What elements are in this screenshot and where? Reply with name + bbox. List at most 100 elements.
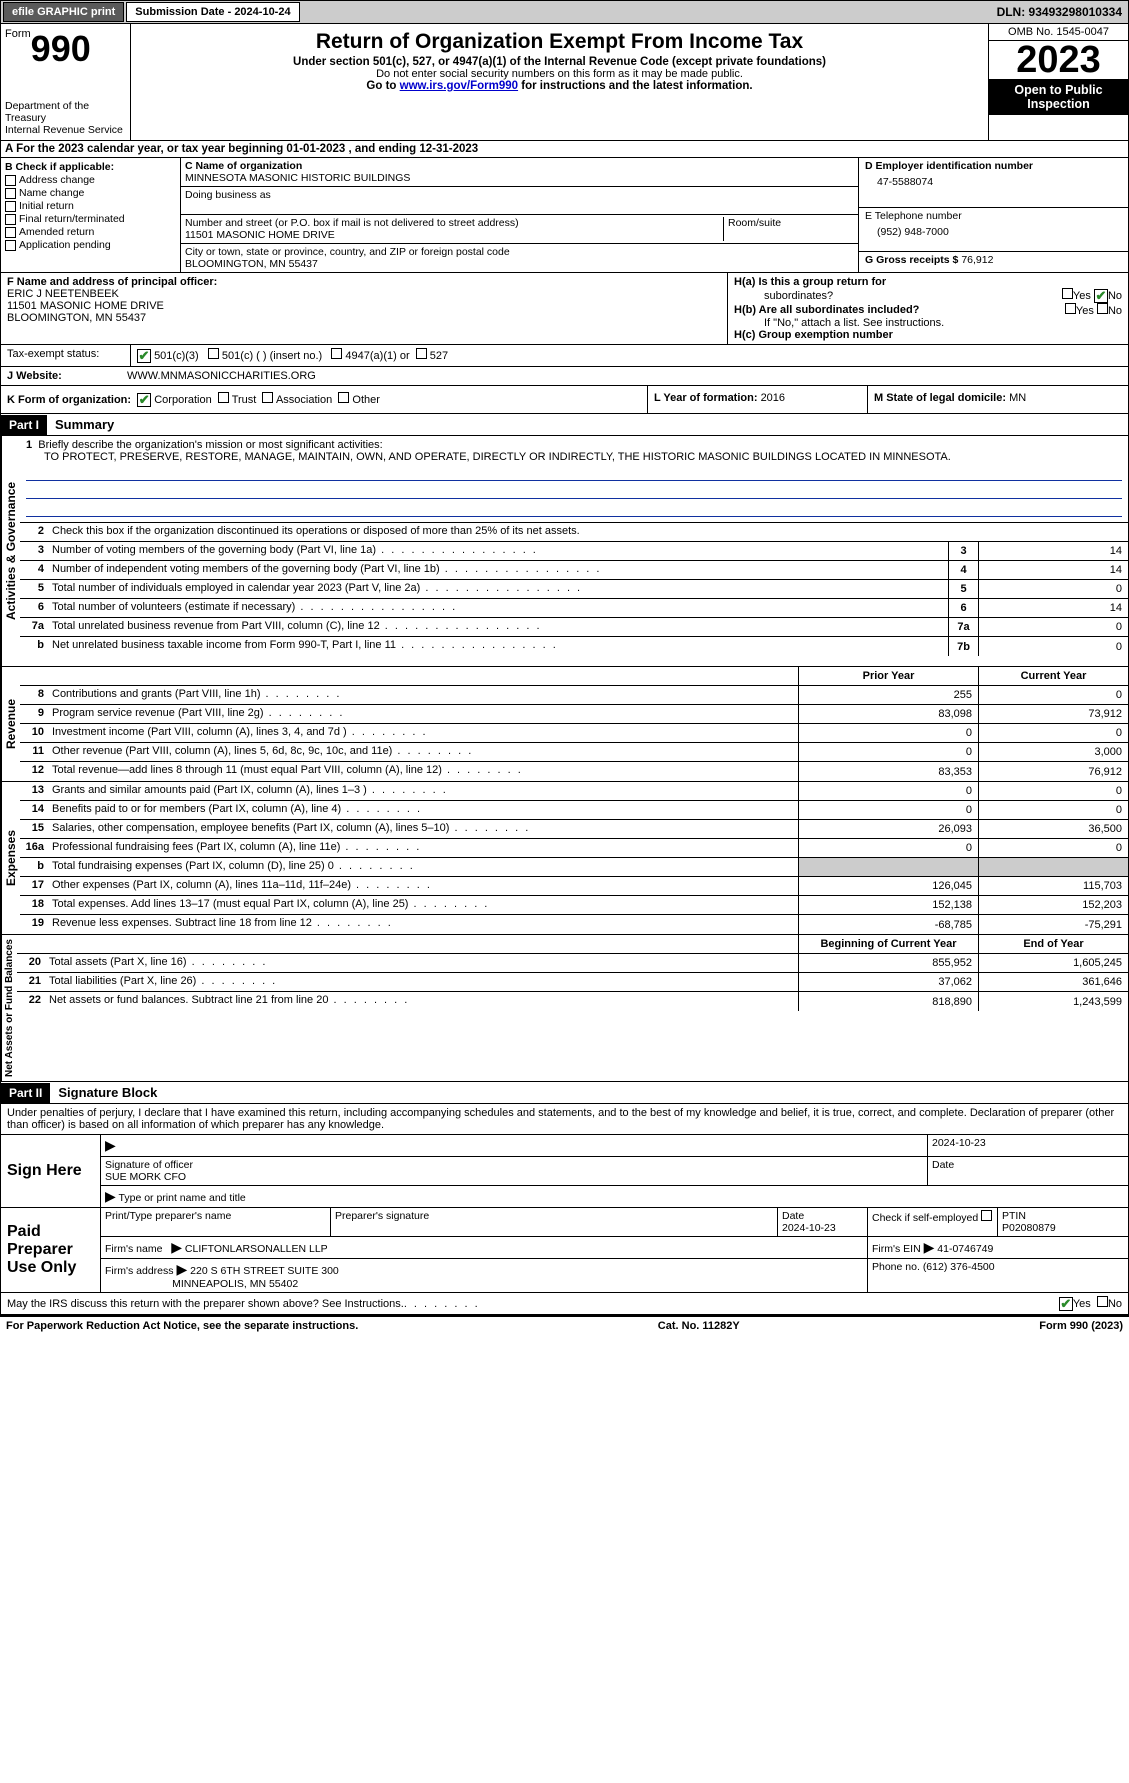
mission-blank-3 — [26, 501, 1122, 517]
org-info-grid: B Check if applicable: Address change Na… — [0, 158, 1129, 273]
exp-line-b: bTotal fundraising expenses (Part IX, co… — [20, 858, 1128, 877]
section-net-assets: Net Assets or Fund Balances Beginning of… — [0, 935, 1129, 1082]
chk-assoc[interactable] — [262, 392, 273, 403]
mission-blank-2 — [26, 483, 1122, 499]
section-revenue: Revenue Prior Year Current Year 8Contrib… — [0, 667, 1129, 782]
chk-address-change[interactable] — [5, 175, 16, 186]
exp-line-19: 19Revenue less expenses. Subtract line 1… — [20, 915, 1128, 934]
part1-header-row: Part I Summary — [0, 414, 1129, 436]
part1-badge: Part I — [1, 415, 47, 435]
cat-no: Cat. No. 11282Y — [658, 1320, 740, 1332]
net-line-20: 20Total assets (Part X, line 16)855,9521… — [17, 954, 1128, 973]
efile-print-button[interactable]: efile GRAPHIC print — [3, 2, 124, 22]
rev-line-9: 9Program service revenue (Part VIII, lin… — [20, 705, 1128, 724]
vert-net: Net Assets or Fund Balances — [1, 935, 17, 1081]
hb-label: H(b) Are all subordinates included? — [734, 304, 919, 316]
gross-receipts: 76,912 — [961, 254, 993, 266]
exp-line-18: 18Total expenses. Add lines 13–17 (must … — [20, 896, 1128, 915]
paid-preparer-label: Paid Preparer Use Only — [1, 1208, 101, 1292]
arrow-icon-2: ▶ — [105, 1188, 116, 1204]
phone-label: Phone no. — [872, 1261, 920, 1273]
chk-final-return[interactable] — [5, 214, 16, 225]
discuss-text: May the IRS discuss this return with the… — [7, 1298, 404, 1310]
mission-blank-1 — [26, 465, 1122, 481]
chk-self-employed[interactable] — [981, 1210, 992, 1221]
row-a-tax-year: A For the 2023 calendar year, or tax yea… — [0, 141, 1129, 158]
officer-street: 11501 MASONIC HOME DRIVE — [7, 300, 721, 312]
exp-line-13: 13Grants and similar amounts paid (Part … — [20, 782, 1128, 801]
ha-label: H(a) Is this a group return for — [734, 276, 886, 288]
website-value: WWW.MNMASONICCHARITIES.ORG — [127, 370, 316, 382]
ha-no-chk[interactable]: ✔ — [1094, 289, 1108, 303]
city-label: City or town, state or province, country… — [185, 246, 854, 258]
state-domicile: MN — [1009, 392, 1026, 404]
chk-other[interactable] — [338, 392, 349, 403]
ein-value: 47-5588074 — [865, 172, 1122, 188]
section-f-h: F Name and address of principal officer:… — [0, 273, 1129, 345]
dept-treasury: Department of the Treasury — [5, 100, 126, 124]
form-number: 990 — [31, 28, 91, 69]
chk-initial-return[interactable] — [5, 201, 16, 212]
firm-name-label: Firm's name — [105, 1243, 162, 1255]
gov-line-7a: 7aTotal unrelated business revenue from … — [20, 618, 1128, 637]
prep-name-label: Print/Type preparer's name — [101, 1208, 331, 1236]
year-formation: 2016 — [761, 392, 785, 404]
goto-link-row: Go to www.irs.gov/Form990 for instructio… — [137, 80, 982, 92]
vert-governance: Activities & Governance — [1, 436, 20, 666]
line2-text: Check this box if the organization disco… — [52, 525, 580, 537]
exp-line-15: 15Salaries, other compensation, employee… — [20, 820, 1128, 839]
chk-501c3[interactable]: ✔ — [137, 349, 151, 363]
form-header: Form990 Department of the Treasury Inter… — [0, 24, 1129, 141]
chk-501c[interactable] — [208, 348, 219, 359]
rev-line-12: 12Total revenue—add lines 8 through 11 (… — [20, 762, 1128, 781]
chk-trust[interactable] — [218, 392, 229, 403]
row-j: J Website: WWW.MNMASONICCHARITIES.ORG — [0, 367, 1129, 386]
vert-revenue: Revenue — [1, 667, 20, 781]
submission-date: Submission Date - 2024-10-24 — [126, 2, 299, 22]
form-subtitle: Under section 501(c), 527, or 4947(a)(1)… — [137, 56, 982, 68]
col-prior-year: Prior Year — [798, 667, 978, 685]
row-k: K Form of organization: ✔ Corporation Tr… — [0, 386, 1129, 414]
room-label: Room/suite — [728, 217, 854, 229]
dln-number: DLN: 93493298010334 — [997, 5, 1128, 19]
street-value: 11501 MASONIC HOME DRIVE — [185, 229, 719, 241]
part2-badge: Part II — [1, 1083, 50, 1103]
part2-title: Signature Block — [50, 1082, 165, 1103]
page-footer: For Paperwork Reduction Act Notice, see … — [0, 1315, 1129, 1335]
row-i: Tax-exempt status: ✔ 501(c)(3) 501(c) ( … — [0, 345, 1129, 367]
chk-amended[interactable] — [5, 227, 16, 238]
section-expenses: Expenses 13Grants and similar amounts pa… — [0, 782, 1129, 935]
net-line-22: 22Net assets or fund balances. Subtract … — [17, 992, 1128, 1011]
gov-line-4: 4Number of independent voting members of… — [20, 561, 1128, 580]
irs-link[interactable]: www.irs.gov/Form990 — [400, 80, 518, 92]
rev-line-11: 11Other revenue (Part VIII, column (A), … — [20, 743, 1128, 762]
arrow-icon: ▶ — [105, 1137, 116, 1153]
prep-date-label: Date — [782, 1210, 863, 1222]
hb-no-chk[interactable] — [1097, 303, 1108, 314]
chk-app-pending[interactable] — [5, 240, 16, 251]
chk-4947[interactable] — [331, 348, 342, 359]
gov-line-5: 5Total number of individuals employed in… — [20, 580, 1128, 599]
firm-addr-label: Firm's address — [105, 1265, 174, 1277]
rev-line-10: 10Investment income (Part VIII, column (… — [20, 724, 1128, 743]
ha-yes-chk[interactable] — [1062, 288, 1073, 299]
ptin-value: P02080879 — [1002, 1222, 1124, 1234]
gov-line-b: bNet unrelated business taxable income f… — [20, 637, 1128, 656]
type-print-label: Type or print name and title — [119, 1192, 246, 1204]
firm-addr1: 220 S 6TH STREET SUITE 300 — [190, 1265, 339, 1277]
discuss-yes-chk[interactable]: ✔ — [1059, 1297, 1073, 1311]
discuss-no-chk[interactable] — [1097, 1296, 1108, 1307]
chk-corp[interactable]: ✔ — [137, 393, 151, 407]
city-value: BLOOMINGTON, MN 55437 — [185, 258, 854, 270]
hc-label: H(c) Group exemption number — [734, 329, 1122, 341]
chk-527[interactable] — [416, 348, 427, 359]
section-d-label: D Employer identification number — [865, 160, 1122, 172]
hb-yes-chk[interactable] — [1065, 303, 1076, 314]
section-c-name-label: C Name of organization — [185, 160, 854, 172]
exp-line-17: 17Other expenses (Part IX, column (A), l… — [20, 877, 1128, 896]
chk-name-change[interactable] — [5, 188, 16, 199]
self-emp-label: Check if self-employed — [872, 1212, 978, 1224]
form-title: Return of Organization Exempt From Incom… — [137, 30, 982, 54]
goto-prefix: Go to — [366, 80, 399, 92]
website-label: J Website: — [7, 370, 127, 382]
